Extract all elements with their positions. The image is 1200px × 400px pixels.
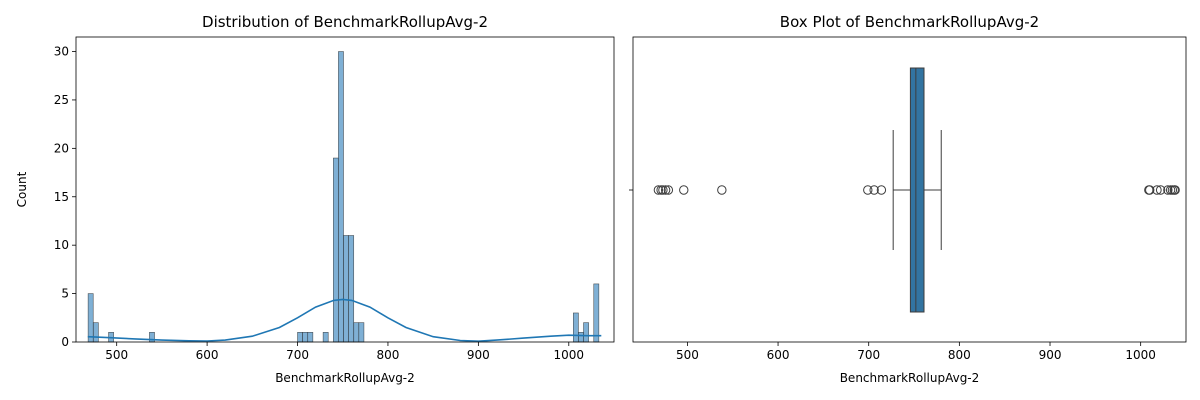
outlier-point bbox=[717, 185, 727, 195]
x-tick-label: 900 bbox=[1039, 348, 1062, 362]
histogram-bar bbox=[583, 322, 589, 343]
x-tick-label: 900 bbox=[467, 348, 490, 362]
histogram-bar bbox=[87, 293, 94, 343]
histogram-bar bbox=[348, 235, 355, 343]
outlier-point bbox=[863, 185, 873, 195]
histogram-bar bbox=[149, 332, 155, 343]
x-axis-label: BenchmarkRollupAvg-2 bbox=[275, 371, 415, 385]
chart-title: Box Plot of BenchmarkRollupAvg-2 bbox=[780, 13, 1039, 31]
outlier-point bbox=[658, 185, 668, 195]
chart-title: Distribution of BenchmarkRollupAvg-2 bbox=[202, 13, 488, 31]
y-axis-label: Count bbox=[15, 171, 29, 207]
histogram-bar bbox=[343, 235, 349, 343]
y-tick-label: 30 bbox=[54, 45, 69, 59]
histogram-bar bbox=[322, 332, 329, 343]
outlier-point bbox=[663, 185, 674, 195]
x-tick-label: 700 bbox=[286, 348, 309, 362]
y-tick-label: 15 bbox=[54, 190, 69, 204]
box bbox=[909, 67, 925, 313]
x-axis-label: BenchmarkRollupAvg-2 bbox=[840, 371, 980, 385]
outlier-point bbox=[1170, 185, 1180, 195]
histogram-bar bbox=[333, 157, 339, 343]
x-tick-label: 700 bbox=[857, 348, 880, 362]
outlier-point bbox=[1152, 185, 1162, 195]
y-tick-label: 25 bbox=[54, 93, 69, 107]
x-tick-label: 1000 bbox=[1125, 348, 1156, 362]
histogram-panel: 500 600 700 800 900 1000 0 5 10 15 20 25 30 Distribut… bbox=[15, 13, 615, 385]
x-tick-label: 800 bbox=[948, 348, 971, 362]
outlier-point bbox=[1155, 185, 1166, 195]
x-tick-label: 600 bbox=[767, 348, 790, 362]
plot-frame bbox=[632, 36, 1187, 343]
histogram-bar bbox=[302, 332, 309, 343]
histogram-bar bbox=[353, 322, 360, 343]
histogram-bar bbox=[307, 332, 314, 343]
y-tick-label: 20 bbox=[54, 141, 69, 155]
histogram-bar bbox=[573, 312, 579, 343]
outlier-point bbox=[869, 185, 879, 195]
histogram-bar bbox=[593, 283, 600, 343]
y-tick-label: 10 bbox=[54, 238, 69, 252]
x-tick-label: 600 bbox=[196, 348, 219, 362]
outlier-point bbox=[679, 185, 689, 195]
histogram-bar bbox=[297, 332, 303, 343]
x-tick-label: 800 bbox=[376, 348, 399, 362]
outlier-point bbox=[653, 185, 664, 195]
outlier-point bbox=[1145, 185, 1155, 195]
histogram-bar bbox=[578, 332, 584, 343]
outlier-point bbox=[1163, 185, 1173, 195]
x-tick-label: 500 bbox=[105, 348, 128, 362]
histogram-bar bbox=[92, 322, 99, 343]
outlier-point bbox=[876, 185, 887, 195]
kde-line bbox=[87, 298, 602, 343]
x-tick-label: 1000 bbox=[554, 348, 585, 362]
outlier-point bbox=[660, 185, 671, 195]
histogram-bar bbox=[338, 51, 344, 343]
boxplot-panel: 500 600 700 800 900 1000 Box Plot of Benchmark… bbox=[629, 13, 1187, 385]
y-tick-label: 5 bbox=[61, 287, 69, 301]
x-tick-label: 500 bbox=[676, 348, 699, 362]
plot-frame bbox=[75, 36, 615, 343]
histogram-bar bbox=[358, 322, 365, 343]
y-tick-label: 0 bbox=[61, 335, 69, 349]
